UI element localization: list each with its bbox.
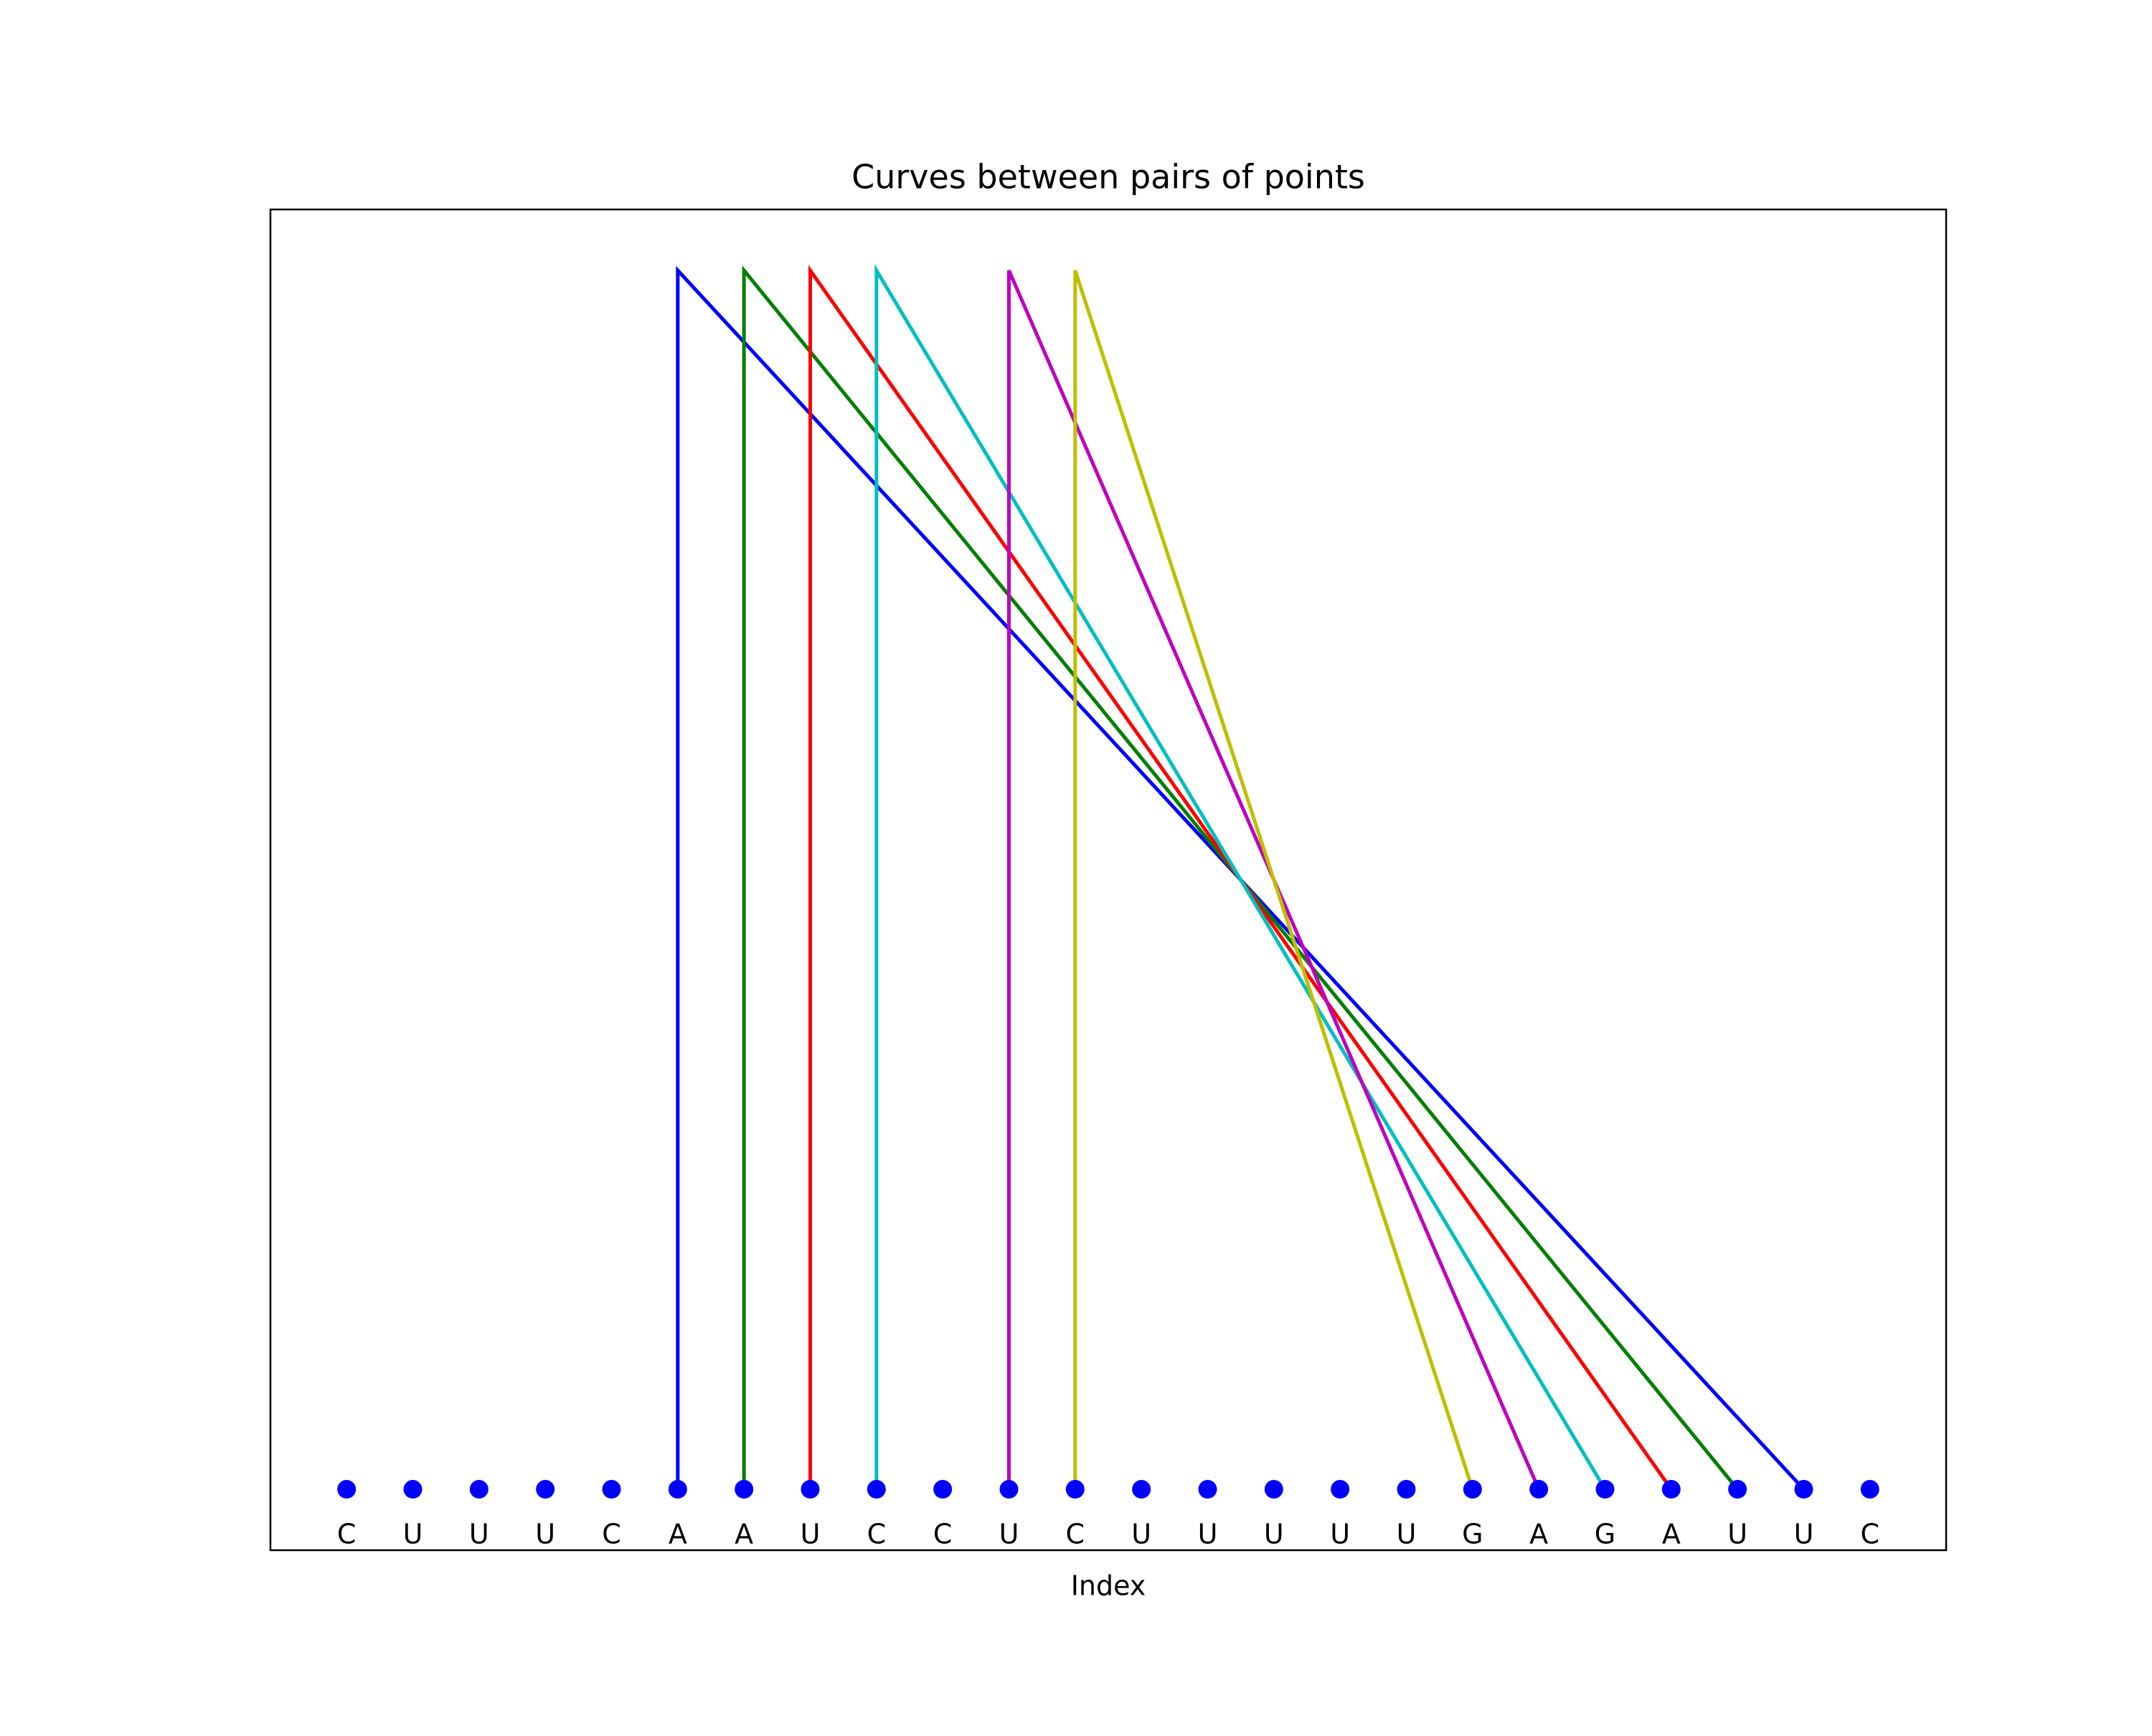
point-label: C xyxy=(1861,1519,1880,1550)
point-label: G xyxy=(1462,1519,1483,1550)
point-label: U xyxy=(801,1519,821,1550)
point xyxy=(1198,1480,1217,1499)
point xyxy=(933,1480,953,1499)
point xyxy=(735,1480,754,1499)
point-label: G xyxy=(1595,1519,1615,1550)
point-label: U xyxy=(1131,1519,1151,1550)
point xyxy=(1529,1480,1549,1499)
point xyxy=(536,1480,555,1499)
point-label: C xyxy=(602,1519,621,1550)
point-label: A xyxy=(1662,1519,1681,1550)
pair-line xyxy=(808,265,1673,1491)
point-label: C xyxy=(1066,1519,1085,1550)
point-label: U xyxy=(1397,1519,1417,1550)
point xyxy=(337,1480,357,1499)
point xyxy=(1397,1480,1416,1499)
x-axis-label: Index xyxy=(1071,1570,1146,1602)
point-label: U xyxy=(535,1519,555,1550)
point-label: C xyxy=(337,1519,357,1550)
point xyxy=(1331,1480,1350,1499)
point-label: U xyxy=(999,1519,1019,1550)
chart-title: Curves between pairs of points xyxy=(851,158,1365,197)
point xyxy=(602,1480,621,1499)
point xyxy=(1264,1480,1283,1499)
point-label: A xyxy=(669,1519,687,1550)
point-label: U xyxy=(1727,1519,1747,1550)
point-label: U xyxy=(1264,1519,1284,1550)
point xyxy=(1065,1480,1085,1499)
point xyxy=(1595,1480,1615,1499)
point-label: U xyxy=(1794,1519,1814,1550)
point-label: C xyxy=(933,1519,953,1550)
point-label: U xyxy=(1198,1519,1218,1550)
point-label: U xyxy=(1330,1519,1350,1550)
point xyxy=(1860,1480,1879,1499)
point xyxy=(668,1480,687,1499)
pair-line xyxy=(1007,269,1541,1491)
point-label: C xyxy=(867,1519,887,1550)
point xyxy=(403,1480,423,1499)
point xyxy=(1132,1480,1151,1499)
point xyxy=(801,1480,820,1499)
point xyxy=(999,1480,1019,1499)
pair-line xyxy=(742,265,1740,1491)
point xyxy=(1463,1480,1482,1499)
point xyxy=(1728,1480,1747,1499)
point xyxy=(1794,1480,1813,1499)
point-label: U xyxy=(469,1519,489,1550)
pair-line xyxy=(874,263,1607,1491)
point-label: A xyxy=(735,1519,753,1550)
point-label: A xyxy=(1529,1519,1548,1550)
point-label: U xyxy=(403,1519,423,1550)
pair-line xyxy=(676,265,1806,1491)
plot-frame xyxy=(269,208,1948,1552)
pair-line xyxy=(1073,270,1475,1490)
point xyxy=(469,1480,489,1499)
point xyxy=(867,1480,886,1499)
point xyxy=(1661,1480,1681,1499)
